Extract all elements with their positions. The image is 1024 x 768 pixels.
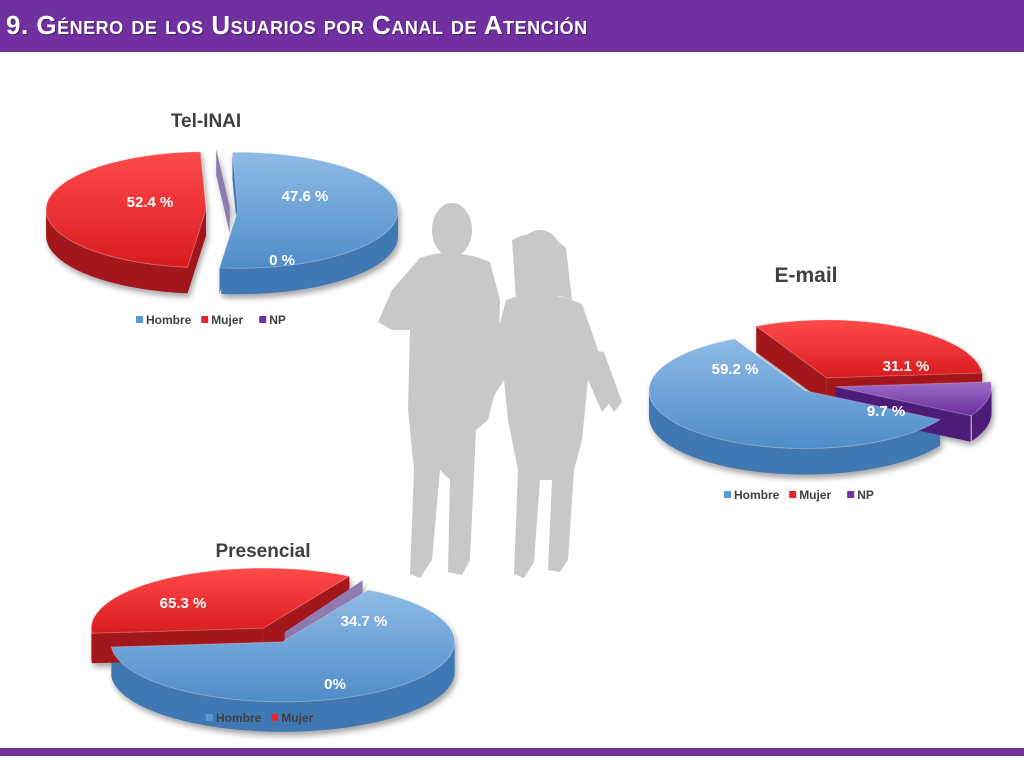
legend-swatch xyxy=(136,316,143,323)
chart-title: Presencial xyxy=(215,541,310,562)
pie-chart-2: E-mail 59.2 % 31.1 % 9.7 % Hombre Mujer NP xyxy=(648,264,993,502)
legend-swatch xyxy=(271,714,279,721)
pie-slice-wall xyxy=(756,326,827,404)
data-label-np: 9.7 % xyxy=(867,403,905,420)
data-label-np: 0% xyxy=(324,676,346,693)
legend-item-mujer: Mujer xyxy=(201,313,244,327)
legend-swatch xyxy=(789,491,797,498)
footer-bar xyxy=(0,748,1024,756)
page-title: 9. Género de los Usuarios por Canal de A… xyxy=(6,10,588,40)
pie-slice-mujer xyxy=(45,151,207,268)
pie-slice-mujer xyxy=(754,319,983,379)
pie-slice-hombre xyxy=(218,151,399,269)
legend-label: Mujer xyxy=(799,488,831,502)
couple-silhouette-icon xyxy=(378,203,622,578)
pie-slices xyxy=(90,567,456,732)
legend-label: Mujer xyxy=(211,313,243,327)
data-label-mujer: 31.1 % xyxy=(883,358,930,375)
legend-swatch xyxy=(724,491,731,498)
pie-slices xyxy=(648,319,993,475)
legend-swatch xyxy=(259,316,267,323)
data-label-hombre: 65.3 % xyxy=(160,595,207,612)
legend-item-np: NP xyxy=(259,313,286,327)
legend-swatch xyxy=(847,491,855,498)
pie-chart-3: Presencial 65.3 % 34.7 % 0% Hombre Mujer xyxy=(90,541,456,732)
legend-item-hombre: Hombre xyxy=(206,711,262,725)
pie-slice-np xyxy=(835,381,993,417)
pie-slice-wall xyxy=(187,209,207,294)
data-label-mujer: 34.7 % xyxy=(341,613,388,630)
legend-label: Hombre xyxy=(146,313,192,327)
legend-label: Hombre xyxy=(734,488,780,502)
pie-slices xyxy=(45,149,399,295)
pie-slice-rim xyxy=(971,387,992,441)
data-label-np: 0 % xyxy=(269,252,295,269)
data-label-hombre: 59.2 % xyxy=(712,361,759,378)
data-label-hombre: 52.4 % xyxy=(127,194,174,211)
pie-slice-rim xyxy=(111,641,455,732)
pie-chart-1: Tel-INAI 52.4 % 47.6 % 0 % Hombre Mujer NP xyxy=(45,111,399,327)
pie-slice-rim xyxy=(91,629,92,664)
legend-item-hombre: Hombre xyxy=(136,313,192,327)
legend-item-hombre: Hombre xyxy=(724,488,780,502)
pie-slice-rim xyxy=(221,210,398,295)
legend-label: Mujer xyxy=(281,711,313,725)
legend-label: NP xyxy=(269,313,286,327)
legend-swatch xyxy=(206,714,213,721)
pie-slice-hombre xyxy=(110,589,456,703)
pie-slice-rim xyxy=(46,211,188,294)
legend-item-np: NP xyxy=(847,488,874,502)
pie-slice-mujer xyxy=(90,567,351,634)
legend-label: NP xyxy=(857,488,874,502)
pie-slice-rim xyxy=(648,390,941,475)
pie-slice-hombre xyxy=(648,338,942,450)
legend-swatch xyxy=(201,316,209,323)
data-label-mujer: 47.6 % xyxy=(282,188,329,205)
legend-item-mujer: Mujer xyxy=(789,488,832,502)
legend-item-mujer: Mujer xyxy=(271,711,314,725)
pie-slice-np xyxy=(216,149,230,234)
header-bar: 9. Género de los Usuarios por Canal de A… xyxy=(0,0,1024,52)
chart-title: E-mail xyxy=(774,264,837,287)
legend-label: Hombre xyxy=(216,711,262,725)
chart-title: Tel-INAI xyxy=(171,111,241,132)
